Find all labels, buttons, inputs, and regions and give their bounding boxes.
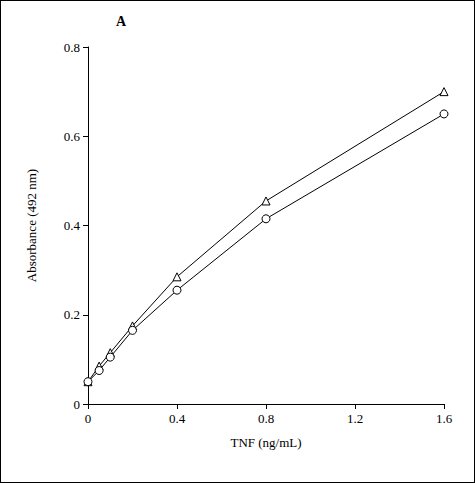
svg-text:0.8: 0.8	[258, 411, 274, 426]
svg-text:0.8: 0.8	[64, 40, 80, 55]
svg-text:0: 0	[85, 411, 92, 426]
svg-text:Absorbance (492 nm): Absorbance (492 nm)	[24, 169, 39, 282]
svg-text:0.2: 0.2	[64, 307, 80, 322]
svg-text:0.4: 0.4	[169, 411, 186, 426]
svg-text:0.6: 0.6	[64, 129, 81, 144]
svg-text:0: 0	[74, 397, 81, 412]
svg-text:A: A	[116, 14, 127, 29]
svg-text:TNF (ng/mL): TNF (ng/mL)	[230, 435, 301, 450]
svg-text:1.6: 1.6	[436, 411, 453, 426]
svg-text:1.2: 1.2	[347, 411, 363, 426]
svg-text:0.4: 0.4	[64, 218, 81, 233]
